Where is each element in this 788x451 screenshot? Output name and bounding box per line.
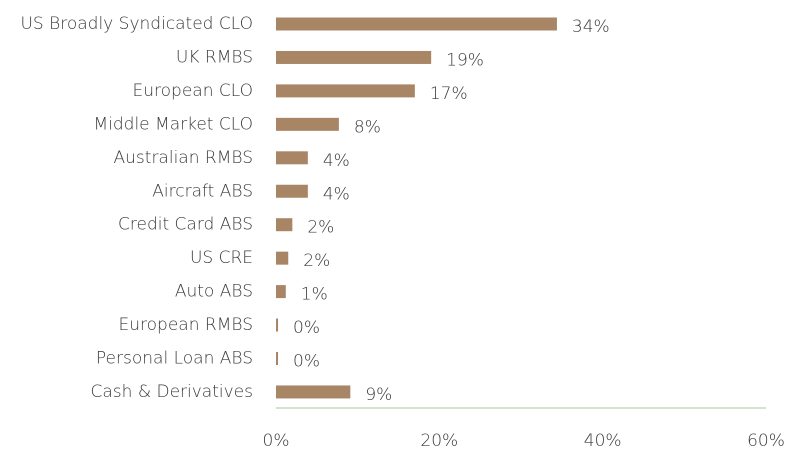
y-tick-label: Cash & Derivatives [91, 382, 254, 402]
bar [276, 117, 339, 131]
x-tick-label: 40% [584, 431, 622, 451]
data-label: 17% [430, 84, 468, 104]
y-tick-label: Aircraft ABS [152, 181, 253, 201]
x-tick-label: 60% [747, 431, 785, 451]
bar [276, 318, 279, 332]
bar [276, 151, 308, 165]
x-tick-label: 0% [263, 431, 290, 451]
y-tick-label: US Broadly Syndicated CLO [20, 14, 253, 34]
data-label: 4% [323, 151, 350, 171]
data-label: 2% [303, 251, 330, 271]
bar [276, 17, 557, 31]
data-label: 8% [354, 117, 381, 137]
y-tick-label: UK RMBS [176, 47, 253, 67]
y-tick-label: Middle Market CLO [93, 114, 253, 134]
bar [276, 218, 293, 232]
data-label: 34% [572, 17, 610, 37]
y-tick-label: Credit Card ABS [118, 215, 253, 235]
data-label: 1% [301, 285, 328, 305]
bar [276, 84, 415, 98]
data-label: 19% [446, 50, 484, 70]
y-tick-label: Personal Loan ABS [96, 349, 253, 369]
bar [276, 352, 279, 365]
data-label: 0% [293, 318, 320, 338]
bar [276, 184, 308, 198]
data-label: 9% [365, 385, 392, 405]
y-tick-label: Australian RMBS [114, 148, 253, 168]
data-label: 4% [323, 184, 350, 204]
y-tick-label: European RMBS [119, 315, 253, 335]
bar [276, 251, 289, 265]
x-tick-label: 20% [420, 431, 458, 451]
y-tick-label: European CLO [133, 81, 254, 101]
data-label: 0% [293, 352, 320, 372]
bar [276, 385, 351, 399]
y-tick-label: Auto ABS [175, 282, 253, 302]
bar [276, 285, 286, 299]
bar [276, 50, 432, 64]
data-label: 2% [307, 218, 334, 238]
y-tick-label: US CRE [190, 248, 253, 268]
